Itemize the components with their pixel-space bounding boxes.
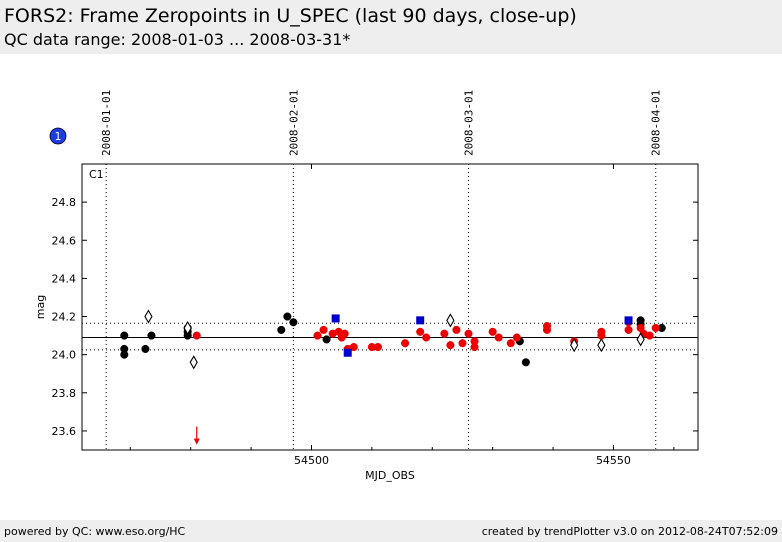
point-red-dot-30: [624, 325, 633, 334]
point-black-dot-13: [521, 358, 530, 367]
date-label-2: 2008-03-01: [463, 90, 476, 156]
point-red-dot-2: [319, 325, 328, 334]
point-black-dot-8: [277, 325, 286, 334]
point-black-dot-11: [322, 335, 331, 344]
detector-badge[interactable]: [49, 127, 67, 145]
point-black-diamond-0: [144, 309, 153, 324]
header-bar: FORS2: Frame Zeropoints in U_SPEC (last …: [0, 0, 782, 54]
footer-bar: powered by QC: www.eso.org/HC created by…: [0, 520, 782, 542]
detector-badge-label: 1: [55, 130, 62, 143]
x-tick-label-1: 54550: [596, 454, 631, 467]
point-red-dot-16: [452, 325, 461, 334]
point-red-dot-21: [488, 327, 497, 336]
point-red-dot-26: [542, 325, 552, 334]
point-black-dot-2: [120, 350, 129, 359]
date-label-0: 2008-01-01: [100, 90, 113, 156]
point-blue-square-2: [416, 316, 425, 325]
point-red-dot-0: [192, 331, 201, 340]
point-black-diamond-6: [636, 332, 645, 347]
point-black-diamond-3: [446, 313, 455, 328]
x-axis-label: MJD_OBS: [365, 469, 415, 482]
date-label-3: 2008-04-01: [650, 90, 663, 156]
y-tick-label-4: 24.4: [52, 272, 77, 285]
point-black-diamond-2: [189, 355, 198, 370]
point-red-dot-13: [422, 333, 431, 342]
point-red-dot-23: [506, 339, 515, 348]
y-tick-label-5: 24.6: [52, 234, 77, 247]
date-label-1: 2008-02-01: [287, 90, 300, 156]
point-black-dot-4: [147, 331, 156, 340]
point-red-dot-18: [464, 329, 473, 338]
footer-credit: powered by QC: www.eso.org/HC: [4, 525, 186, 538]
y-tick-label-3: 24.2: [52, 311, 77, 324]
page-title: FORS2: Frame Zeropoints in U_SPEC (last …: [4, 5, 577, 27]
page-subtitle: QC data range: 2008-01-03 ... 2008-03-31…: [4, 30, 351, 49]
y-tick-label-6: 24.8: [52, 196, 77, 209]
footer-created: created by trendPlotter v3.0 on 2012-08-…: [481, 525, 778, 538]
point-red-dot-14: [440, 329, 449, 338]
point-red-dot-34: [645, 331, 654, 340]
point-red-dot-24: [512, 333, 521, 342]
point-red-dot-10: [373, 342, 382, 352]
y-tick-label-1: 23.8: [52, 387, 77, 400]
point-red-dot-6: [340, 329, 349, 338]
y-tick-label-0: 23.6: [52, 425, 77, 438]
point-red-dot-22: [494, 333, 503, 342]
plot-frame: [81, 163, 699, 451]
point-blue-square-3: [624, 316, 633, 325]
point-red-dot-35: [651, 323, 660, 333]
panel-label: C1: [89, 168, 104, 181]
point-black-dot-3: [141, 344, 150, 353]
point-red-dot-1: [313, 331, 322, 340]
point-black-diamond-5: [597, 338, 606, 353]
point-red-dot-11: [401, 339, 410, 348]
point-red-dot-15: [446, 341, 455, 350]
y-tick-label-2: 24.0: [52, 349, 77, 362]
point-red-dot-8: [349, 342, 358, 352]
point-black-diamond-4: [570, 338, 579, 353]
outlier-arrow-head: [193, 438, 200, 445]
point-black-dot-10: [289, 318, 298, 327]
point-red-dot-20: [470, 342, 479, 352]
x-tick-label-0: 54500: [294, 454, 329, 467]
point-red-dot-17: [458, 339, 467, 348]
point-blue-square-1: [343, 348, 352, 357]
point-blue-square-0: [331, 314, 340, 323]
point-black-dot-9: [283, 312, 292, 321]
point-black-diamond-1: [183, 320, 192, 336]
point-red-dot-12: [416, 327, 425, 336]
zeropoint-chart: 2008-01-01 2008-02-01 2008-03-01 2008-04-01…: [34, 90, 699, 482]
y-axis-label: mag: [34, 295, 47, 319]
point-black-dot-0: [120, 331, 129, 340]
